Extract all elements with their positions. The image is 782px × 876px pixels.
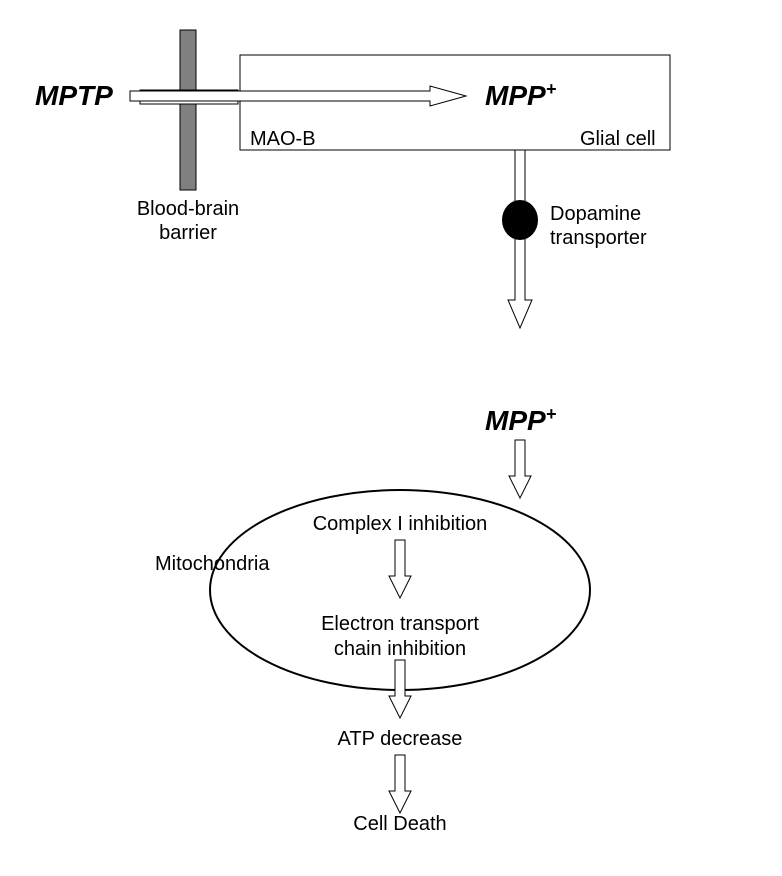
label-etc-1: Electron transport <box>321 613 479 635</box>
label-mitochondria: Mitochondria <box>155 553 270 575</box>
arrow-mpp-to-complex1 <box>509 440 531 498</box>
dopamine-transporter-icon <box>502 200 538 240</box>
label-bbb-1: Blood-brain <box>137 198 239 220</box>
label-dopamine-transporter-1: Dopamine <box>550 203 641 225</box>
label-mpp-top: MPP+ <box>485 79 557 111</box>
label-bbb-2: barrier <box>159 222 217 244</box>
label-glial-cell: Glial cell <box>580 128 656 150</box>
label-dopamine-transporter-2: transporter <box>550 227 647 249</box>
label-etc-2: chain inhibition <box>334 638 466 660</box>
arrow-atp-to-celldeath <box>389 755 411 813</box>
arrow-complex1-to-etc <box>389 540 411 598</box>
label-atp: ATP decrease <box>338 728 463 750</box>
label-maob: MAO-B <box>250 128 316 150</box>
label-mptp: MPTP <box>35 80 113 111</box>
label-mpp-mid: MPP+ <box>485 404 557 436</box>
label-complex1: Complex I inhibition <box>313 513 488 535</box>
blood-brain-barrier-bar <box>180 30 196 190</box>
label-cell-death: Cell Death <box>353 813 446 835</box>
